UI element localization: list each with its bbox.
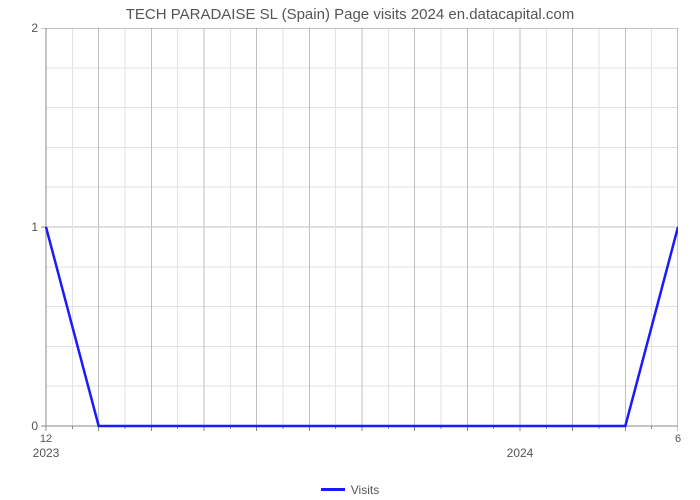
x-category-label: 2023 xyxy=(33,446,60,460)
y-tick-label: 1 xyxy=(31,220,38,234)
legend-label: Visits xyxy=(351,483,379,497)
chart-container: TECH PARADAISE SL (Spain) Page visits 20… xyxy=(0,0,700,500)
legend-swatch xyxy=(321,488,345,491)
x-tick-label: 6 xyxy=(675,433,681,445)
x-category-label: 2024 xyxy=(507,446,534,460)
legend: Visits xyxy=(0,480,700,497)
legend-item-visits: Visits xyxy=(321,483,379,497)
plot-area xyxy=(46,28,678,426)
chart-title: TECH PARADAISE SL (Spain) Page visits 20… xyxy=(0,6,700,23)
y-tick-label: 2 xyxy=(31,21,38,35)
x-tick-label: 12 xyxy=(40,433,52,445)
y-tick-label: 0 xyxy=(31,419,38,433)
